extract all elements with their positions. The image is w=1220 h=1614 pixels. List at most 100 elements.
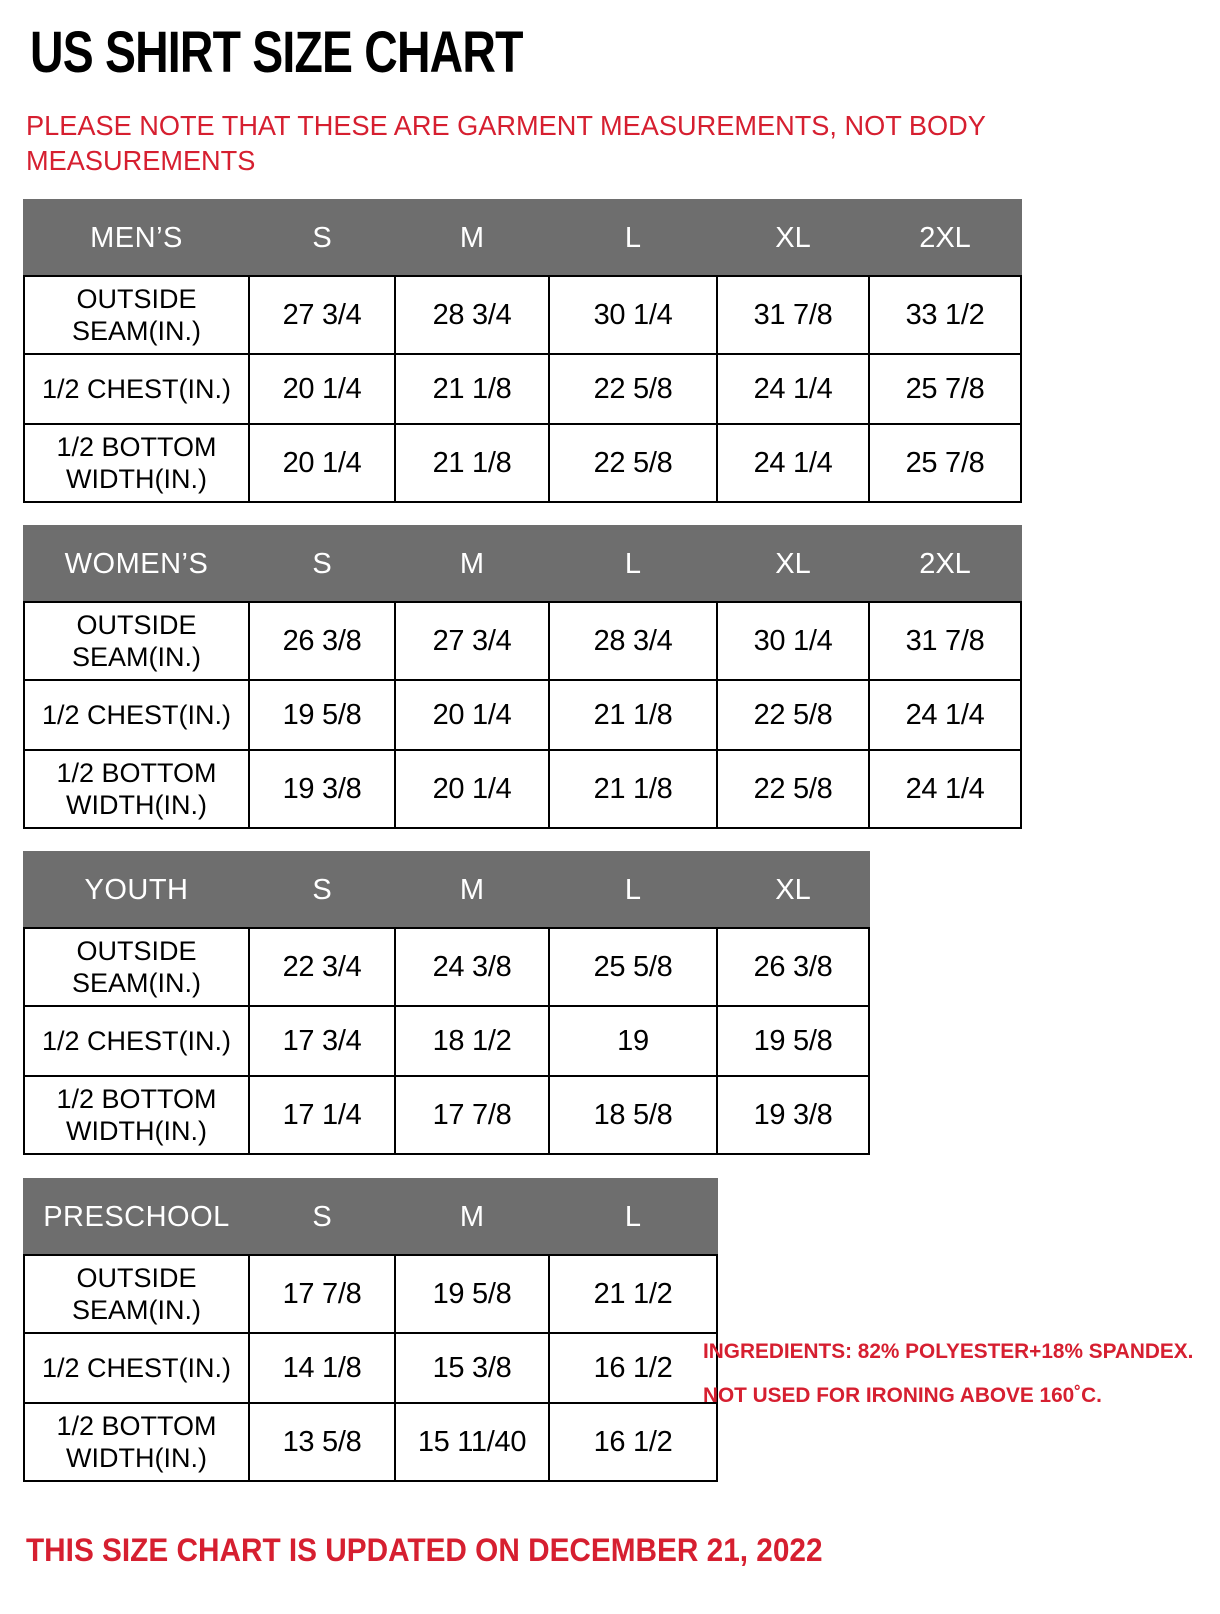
category-header-mens: MEN’S — [23, 199, 250, 277]
cell-value: 24 1/4 — [868, 749, 1022, 829]
size-header-s: S — [248, 525, 396, 603]
cell-value: 16 1/2 — [548, 1332, 718, 1404]
cell-value: 30 1/4 — [716, 601, 870, 681]
cell-value: 28 3/4 — [394, 275, 550, 355]
size-header-s: S — [248, 851, 396, 929]
row-label-half-chest: 1/2 CHEST(IN.) — [23, 679, 250, 751]
row-label-half-chest: 1/2 CHEST(IN.) — [23, 1005, 250, 1077]
table-header-row: PRESCHOOL S M L — [23, 1178, 718, 1256]
category-header-womens: WOMEN’S — [23, 525, 250, 603]
table-row: OUTSIDE SEAM(IN.) 27 3/4 28 3/4 30 1/4 3… — [23, 275, 1022, 355]
row-label-outside-seam: OUTSIDE SEAM(IN.) — [23, 1254, 250, 1334]
cell-value: 22 5/8 — [716, 679, 870, 751]
size-header-xl: XL — [716, 525, 870, 603]
row-label-half-bottom-width: 1/2 BOTTOM WIDTH(IN.) — [23, 749, 250, 829]
cell-value: 22 5/8 — [548, 353, 718, 425]
size-header-xl: XL — [716, 851, 870, 929]
cell-value: 26 3/8 — [716, 927, 870, 1007]
table-header-row: MEN’S S M L XL 2XL — [23, 199, 1022, 277]
cell-value: 19 3/8 — [716, 1075, 870, 1155]
cell-value: 19 5/8 — [394, 1254, 550, 1334]
size-table-youth: YOUTH S M L XL OUTSIDE SEAM(IN.) 22 3/4 … — [23, 851, 870, 1155]
row-label-half-chest: 1/2 CHEST(IN.) — [23, 353, 250, 425]
size-header-l: L — [548, 525, 718, 603]
cell-value: 30 1/4 — [548, 275, 718, 355]
measurement-disclaimer: PLEASE NOTE THAT THESE ARE GARMENT MEASU… — [26, 110, 986, 176]
size-header-2xl: 2XL — [868, 525, 1022, 603]
table-row: 1/2 CHEST(IN.) 19 5/8 20 1/4 21 1/8 22 5… — [23, 679, 1022, 751]
table-header-row: YOUTH S M L XL — [23, 851, 870, 929]
table-row: 1/2 CHEST(IN.) 17 3/4 18 1/2 19 19 5/8 — [23, 1005, 870, 1077]
table-row: OUTSIDE SEAM(IN.) 22 3/4 24 3/8 25 5/8 2… — [23, 927, 870, 1007]
cell-value: 13 5/8 — [248, 1402, 396, 1482]
ingredients-line-1: INGREDIENTS: 82% POLYESTER+18% SPANDEX. — [703, 1340, 1194, 1363]
cell-value: 31 7/8 — [716, 275, 870, 355]
cell-value: 27 3/4 — [248, 275, 396, 355]
cell-value: 22 3/4 — [248, 927, 396, 1007]
cell-value: 20 1/4 — [248, 353, 396, 425]
cell-value: 17 1/4 — [248, 1075, 396, 1155]
cell-value: 17 7/8 — [394, 1075, 550, 1155]
cell-value: 28 3/4 — [548, 601, 718, 681]
table-header-row: WOMEN’S S M L XL 2XL — [23, 525, 1022, 603]
table-row: 1/2 CHEST(IN.) 14 1/8 15 3/8 16 1/2 — [23, 1332, 718, 1404]
cell-value: 25 5/8 — [548, 927, 718, 1007]
size-header-m: M — [394, 851, 550, 929]
table-row: 1/2 BOTTOM WIDTH(IN.) 20 1/4 21 1/8 22 5… — [23, 423, 1022, 503]
cell-value: 27 3/4 — [394, 601, 550, 681]
cell-value: 19 3/8 — [248, 749, 396, 829]
cell-value: 24 1/4 — [868, 679, 1022, 751]
cell-value: 19 5/8 — [716, 1005, 870, 1077]
size-header-l: L — [548, 851, 718, 929]
size-header-l: L — [548, 1178, 718, 1256]
row-label-half-bottom-width: 1/2 BOTTOM WIDTH(IN.) — [23, 423, 250, 503]
table-row: 1/2 BOTTOM WIDTH(IN.) 19 3/8 20 1/4 21 1… — [23, 749, 1022, 829]
category-header-preschool: PRESCHOOL — [23, 1178, 250, 1256]
size-header-m: M — [394, 525, 550, 603]
update-date-footer: THIS SIZE CHART IS UPDATED ON DECEMBER 2… — [26, 1532, 823, 1568]
cell-value: 16 1/2 — [548, 1402, 718, 1482]
cell-value: 19 — [548, 1005, 718, 1077]
cell-value: 20 1/4 — [394, 749, 550, 829]
cell-value: 21 1/8 — [548, 749, 718, 829]
cell-value: 22 5/8 — [548, 423, 718, 503]
cell-value: 24 1/4 — [716, 423, 870, 503]
cell-value: 21 1/8 — [548, 679, 718, 751]
cell-value: 25 7/8 — [868, 423, 1022, 503]
size-table-preschool: PRESCHOOL S M L OUTSIDE SEAM(IN.) 17 7/8… — [23, 1178, 718, 1482]
size-table-mens: MEN’S S M L XL 2XL OUTSIDE SEAM(IN.) 27 … — [23, 199, 1022, 503]
cell-value: 22 5/8 — [716, 749, 870, 829]
size-header-m: M — [394, 199, 550, 277]
table-row: 1/2 CHEST(IN.) 20 1/4 21 1/8 22 5/8 24 1… — [23, 353, 1022, 425]
size-header-s: S — [248, 199, 396, 277]
cell-value: 19 5/8 — [248, 679, 396, 751]
table-row: 1/2 BOTTOM WIDTH(IN.) 17 1/4 17 7/8 18 5… — [23, 1075, 870, 1155]
cell-value: 24 3/8 — [394, 927, 550, 1007]
cell-value: 17 3/4 — [248, 1005, 396, 1077]
row-label-half-bottom-width: 1/2 BOTTOM WIDTH(IN.) — [23, 1402, 250, 1482]
cell-value: 21 1/8 — [394, 353, 550, 425]
size-header-m: M — [394, 1178, 550, 1256]
cell-value: 18 5/8 — [548, 1075, 718, 1155]
row-label-half-chest: 1/2 CHEST(IN.) — [23, 1332, 250, 1404]
cell-value: 15 11/40 — [394, 1402, 550, 1482]
table-row: 1/2 BOTTOM WIDTH(IN.) 13 5/8 15 11/40 16… — [23, 1402, 718, 1482]
cell-value: 21 1/2 — [548, 1254, 718, 1334]
row-label-outside-seam: OUTSIDE SEAM(IN.) — [23, 601, 250, 681]
cell-value: 26 3/8 — [248, 601, 396, 681]
row-label-half-bottom-width: 1/2 BOTTOM WIDTH(IN.) — [23, 1075, 250, 1155]
size-header-2xl: 2XL — [868, 199, 1022, 277]
cell-value: 24 1/4 — [716, 353, 870, 425]
page-title: US SHIRT SIZE CHART — [30, 20, 523, 85]
cell-value: 31 7/8 — [868, 601, 1022, 681]
cell-value: 18 1/2 — [394, 1005, 550, 1077]
cell-value: 14 1/8 — [248, 1332, 396, 1404]
size-header-xl: XL — [716, 199, 870, 277]
size-header-s: S — [248, 1178, 396, 1256]
table-row: OUTSIDE SEAM(IN.) 26 3/8 27 3/4 28 3/4 3… — [23, 601, 1022, 681]
table-row: OUTSIDE SEAM(IN.) 17 7/8 19 5/8 21 1/2 — [23, 1254, 718, 1334]
cell-value: 20 1/4 — [248, 423, 396, 503]
cell-value: 15 3/8 — [394, 1332, 550, 1404]
cell-value: 25 7/8 — [868, 353, 1022, 425]
